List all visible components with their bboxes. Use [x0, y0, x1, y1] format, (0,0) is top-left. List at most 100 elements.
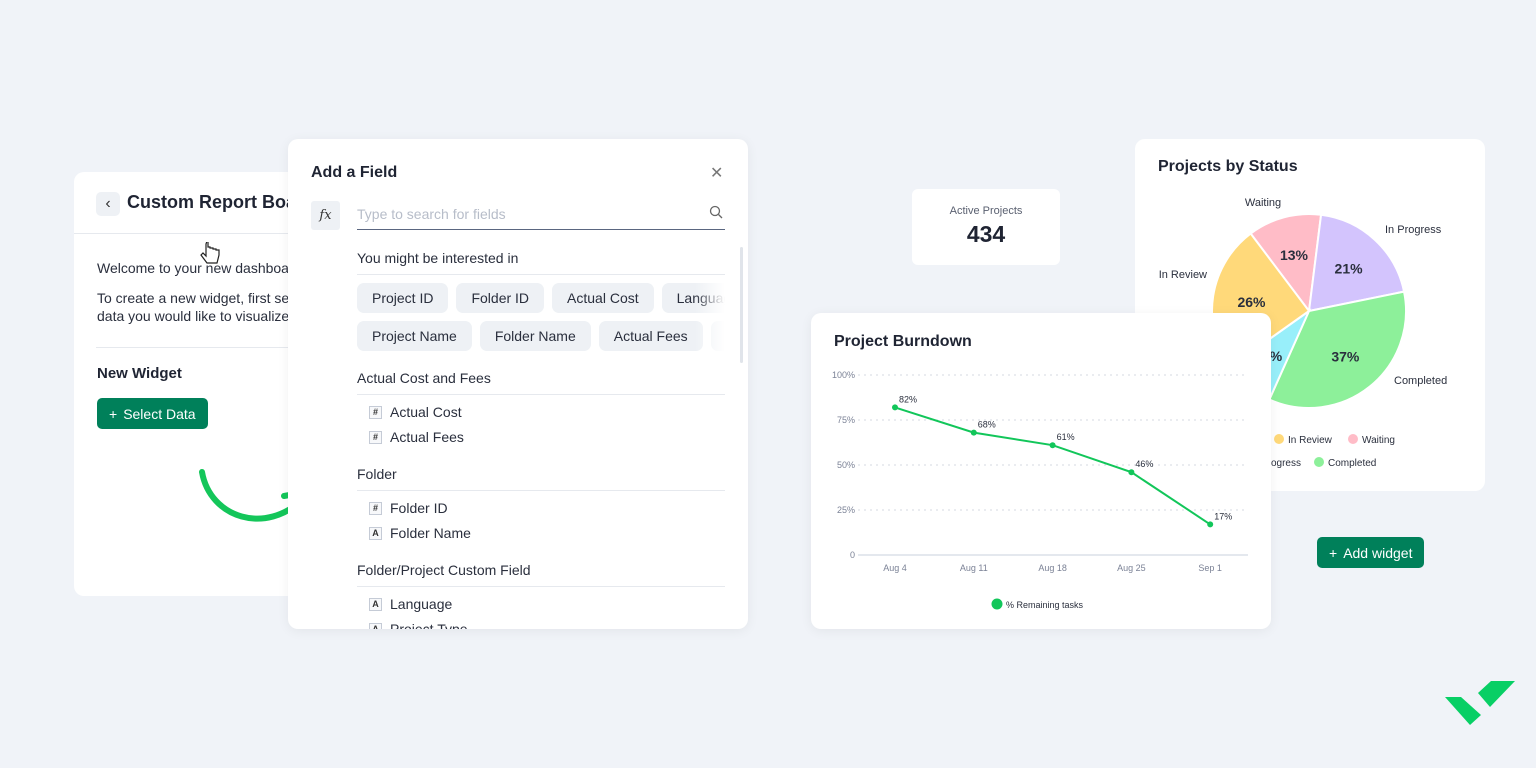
field-search-input[interactable] — [357, 199, 725, 230]
kpi-value: 434 — [966, 221, 1006, 247]
slice-value-label: 37% — [1331, 348, 1360, 364]
legend-label: % Remaining tasks — [1006, 600, 1084, 610]
text-type-icon: A — [369, 526, 382, 540]
x-tick-label: Aug 11 — [960, 563, 988, 573]
slice-value-label: 26% — [1237, 294, 1266, 310]
y-tick-label: 100% — [832, 370, 855, 380]
legend-label: Completed — [1328, 458, 1376, 469]
dialog-title: Add a Field — [311, 164, 398, 181]
text-type-icon: A — [369, 597, 382, 611]
data-point[interactable] — [892, 404, 898, 411]
field-list-item[interactable]: A Language — [369, 596, 452, 612]
slice-name-label: Completed — [1394, 375, 1447, 387]
field-label: Folder ID — [390, 500, 448, 516]
slice-name-label: In Review — [1159, 269, 1207, 281]
data-point[interactable] — [1207, 521, 1214, 528]
field-list-item[interactable]: A Project Type — [369, 621, 468, 629]
field-label: Project Type — [390, 621, 468, 629]
slice-value-label: 21% — [1335, 260, 1364, 276]
legend-swatch — [991, 598, 1003, 610]
data-label: 17% — [1214, 511, 1232, 521]
field-chip[interactable]: Actual Fees — [598, 321, 703, 351]
data-label: 82% — [899, 394, 917, 404]
number-type-icon: # — [369, 501, 382, 515]
field-list-item[interactable]: A Folder Name — [369, 525, 471, 541]
divider — [74, 233, 314, 234]
welcome-text: Welcome to your new dashboard — [97, 260, 302, 276]
field-chip[interactable]: Folder Name — [479, 321, 591, 351]
section-header: You might be interested in — [357, 250, 725, 275]
field-label: Language — [390, 596, 453, 612]
board-title: Custom Report Board — [127, 192, 314, 212]
legend-label: In Progress — [1250, 458, 1301, 469]
section-header: Folder — [357, 466, 725, 491]
field-list-item[interactable]: # Actual Fees — [369, 429, 464, 445]
section-header: Actual Cost and Fees — [357, 370, 725, 395]
legend-swatch — [1314, 457, 1324, 467]
divider — [96, 347, 314, 348]
scrollbar[interactable] — [740, 247, 743, 363]
chevron-left-icon: ‹ — [105, 195, 111, 212]
number-type-icon: # — [369, 405, 382, 419]
field-chip[interactable]: Project Name — [357, 321, 472, 351]
field-list-item[interactable]: # Folder ID — [369, 500, 448, 516]
field-label: Actual Fees — [390, 429, 464, 445]
button-label: Select Data — [123, 405, 196, 422]
close-icon[interactable]: ✕ — [710, 165, 724, 182]
line-chart: 0 25% 50% 75% 100% Aug 4 Aug 11 Aug 18 Aug 25 Sep… — [832, 370, 1248, 610]
active-projects-widget: Active Projects 434 — [912, 189, 1060, 265]
data-point[interactable] — [970, 429, 977, 436]
data-label: 61% — [1057, 432, 1075, 442]
field-chip[interactable]: Folder ID — [456, 283, 545, 313]
y-tick-label: 75% — [837, 415, 855, 425]
plus-icon: + — [109, 405, 118, 422]
pie-slice[interactable] — [1268, 290, 1407, 409]
add-widget-button[interactable]: + Add widget — [1317, 537, 1425, 568]
field-chip[interactable]: Actual Cost — [552, 283, 654, 313]
slice-value-label: 13% — [1280, 247, 1309, 263]
select-data-button[interactable]: + Select Data — [97, 398, 208, 429]
pie-slice[interactable] — [1249, 213, 1323, 314]
field-list-item[interactable]: # Actual Cost — [369, 404, 462, 420]
search-icon — [709, 205, 723, 219]
text-type-icon: A — [369, 622, 382, 629]
section-header: Folder/Project Custom Field — [357, 562, 725, 587]
series-line — [894, 406, 1211, 526]
data-label: 68% — [978, 420, 996, 430]
field-chip[interactable]: Project ID — [357, 283, 449, 313]
formula-icon[interactable]: fx — [311, 201, 340, 230]
legend-label: In Review — [1288, 435, 1333, 446]
legend-swatch — [1274, 434, 1284, 444]
data-point[interactable] — [1049, 442, 1056, 449]
chart-title: Projects by Status — [1158, 158, 1298, 175]
legend-label: Waiting — [1362, 435, 1395, 446]
report-board-panel: ‹ Custom Report Board Welcome to your ne… — [74, 172, 314, 596]
slice-name-label: Waiting — [1245, 197, 1281, 209]
wrike-logo — [1445, 681, 1515, 725]
field-label: Actual Cost — [390, 404, 462, 420]
y-tick-label: 25% — [837, 505, 855, 515]
add-field-dialog: Add a Field ✕ fx You might be interested… — [288, 139, 748, 629]
number-type-icon: # — [369, 430, 382, 444]
back-button[interactable]: ‹ — [96, 192, 120, 216]
x-tick-label: Aug 4 — [883, 563, 907, 573]
section-title: New Widget — [97, 365, 182, 382]
x-tick-label: Aug 18 — [1038, 563, 1067, 573]
instructions-text: To create a new widget, first select the — [97, 290, 314, 306]
button-label: Add widget — [1343, 544, 1413, 561]
data-point[interactable] — [1128, 469, 1135, 476]
legend-swatch — [1348, 434, 1358, 444]
y-tick-label: 50% — [837, 460, 855, 470]
x-tick-label: Sep 1 — [1198, 563, 1222, 573]
chart-title: Project Burndown — [834, 333, 972, 350]
field-label: Folder Name — [390, 525, 471, 541]
project-burndown-widget: Project Burndown 0 25% 50% 75% 100% Aug 4 Aug … — [811, 313, 1271, 629]
hand-cursor-icon — [200, 242, 220, 264]
instructions-text: data you would like to visualize — [97, 308, 290, 324]
y-tick-label: 0 — [850, 550, 855, 560]
pie-slice[interactable] — [1307, 213, 1406, 313]
kpi-label: Active Projects — [949, 205, 1023, 217]
x-tick-label: Aug 25 — [1117, 563, 1146, 573]
plus-icon: + — [1329, 544, 1338, 561]
